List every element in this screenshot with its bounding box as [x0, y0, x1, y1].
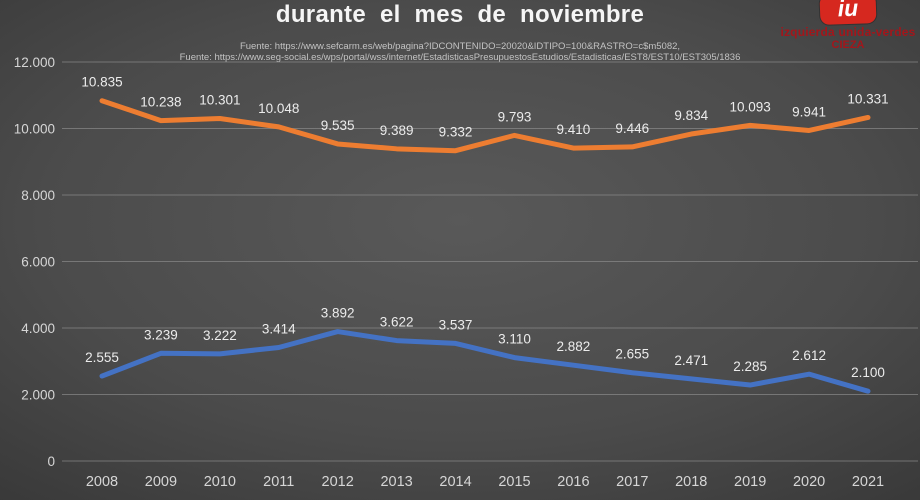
x-axis-label: 2011 — [263, 474, 294, 490]
data-label: 9.793 — [498, 109, 532, 124]
data-label: 2.882 — [556, 339, 590, 354]
data-label: 9.410 — [556, 122, 590, 137]
y-axis-label: 8.000 — [21, 188, 55, 203]
data-label: 10.331 — [847, 91, 888, 106]
x-axis-label: 2019 — [734, 474, 766, 490]
y-axis-label: 0 — [47, 454, 55, 469]
chart-title: durante el mes de noviembre — [275, 1, 645, 28]
x-axis-label: 2020 — [793, 474, 825, 490]
data-label: 3.537 — [439, 317, 473, 332]
x-axis-label: 2008 — [86, 474, 118, 490]
y-axis-label: 2.000 — [21, 388, 55, 403]
data-label: 2.100 — [851, 365, 885, 380]
x-axis-label: 2016 — [557, 474, 589, 490]
data-label: 9.446 — [615, 121, 649, 136]
data-label: 9.535 — [321, 118, 355, 133]
data-label: 10.301 — [199, 92, 240, 107]
iu-logo: iu izquierda unida-verdes CIEZA — [778, 0, 918, 51]
data-label: 9.941 — [792, 104, 826, 119]
source-line-1: Fuente: https://www.sefcarm.es/web/pagin… — [239, 41, 681, 52]
source-line-2: Fuente: https://www.seg-social.es/wps/po… — [179, 52, 741, 63]
data-label: 2.655 — [615, 347, 649, 362]
y-axis-label: 10.000 — [14, 122, 55, 137]
data-label: 10.835 — [81, 75, 122, 90]
x-axis-label: 2014 — [439, 474, 471, 490]
series-line-serie-superior-naranja — [99, 98, 871, 154]
data-label: 3.239 — [144, 327, 178, 342]
x-axis-label: 2021 — [852, 474, 884, 490]
x-axis-label: 2018 — [675, 474, 707, 490]
x-axis-label: 2013 — [380, 474, 412, 490]
data-label: 2.471 — [674, 353, 708, 368]
x-axis-label: 2012 — [322, 474, 354, 490]
data-label: 3.110 — [498, 332, 531, 347]
data-label: 3.414 — [262, 321, 296, 336]
x-axis-label: 2015 — [498, 474, 530, 490]
y-axis-label: 4.000 — [21, 321, 55, 336]
data-label: 3.622 — [380, 315, 414, 330]
data-label: 3.892 — [321, 306, 355, 321]
iu-logo-name: izquierda unida-verdes — [780, 25, 916, 39]
series-line-serie-inferior-azul — [99, 329, 871, 394]
y-axis-label: 6.000 — [21, 255, 55, 270]
y-axis-label: 12.000 — [14, 55, 55, 70]
data-label: 10.093 — [730, 99, 771, 114]
data-label: 2.555 — [85, 350, 119, 365]
data-label: 10.048 — [258, 101, 299, 116]
x-axis-label: 2010 — [204, 474, 236, 490]
x-axis-label: 2009 — [145, 474, 177, 490]
data-label: 9.389 — [380, 123, 414, 138]
x-axis-label: 2017 — [616, 474, 648, 490]
data-label: 2.285 — [733, 359, 767, 374]
data-label: 9.332 — [439, 125, 473, 140]
data-label: 9.834 — [674, 108, 708, 123]
iu-logo-city: CIEZA — [831, 39, 865, 51]
data-label: 3.222 — [203, 328, 237, 343]
data-label: 10.238 — [140, 95, 181, 110]
data-label: 2.612 — [792, 348, 826, 363]
